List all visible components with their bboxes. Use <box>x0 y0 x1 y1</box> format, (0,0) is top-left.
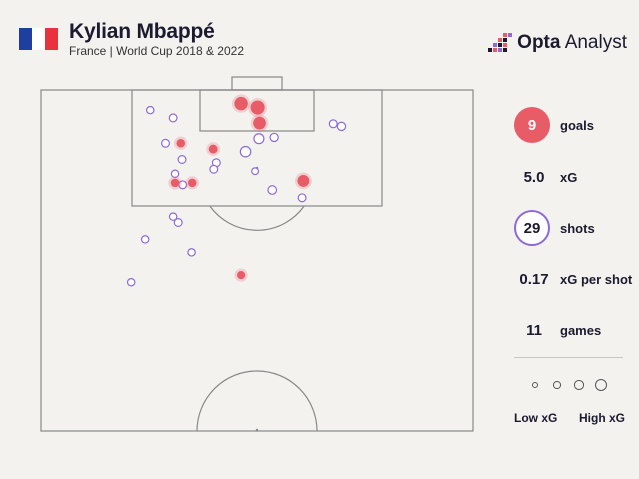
legend-high-xg: High xG <box>579 411 626 425</box>
shot-marker <box>146 105 155 115</box>
goal-marker <box>187 178 197 188</box>
goals-value: 9 <box>527 116 537 134</box>
legend-size-dot <box>574 380 584 390</box>
goal-marker <box>234 96 248 111</box>
goal-marker <box>253 116 266 130</box>
xg-per-shot-value: 0.17 <box>519 270 549 288</box>
legend-size-dot <box>553 381 561 389</box>
shot-marker <box>140 235 150 244</box>
legend-low-xg: Low xG <box>514 411 558 425</box>
xg-value: 5.0 <box>523 168 545 186</box>
france-flag-icon <box>19 28 58 50</box>
stat-xg: 5.0 xG <box>514 158 578 196</box>
opta-analyst-logo: Opta Analyst <box>486 32 627 54</box>
games-value: 11 <box>526 321 542 339</box>
shot-marker <box>267 185 278 195</box>
page-title: Kylian Mbappé <box>69 20 215 43</box>
goal-marker <box>250 100 265 115</box>
shot-marker <box>251 167 260 176</box>
stat-shots: 29 shots <box>514 209 595 247</box>
stat-goals: 9 goals <box>514 106 594 144</box>
shot-marker <box>269 132 279 143</box>
penalty-arc <box>209 205 305 231</box>
brand-bold: Opta <box>517 32 561 53</box>
goal-marker <box>208 144 218 154</box>
xg-label: xG <box>560 169 578 185</box>
shot-marker <box>253 133 265 145</box>
brand-light: Analyst <box>564 32 627 53</box>
goal-marker <box>176 138 186 148</box>
centre-circle <box>196 370 318 432</box>
shot-marker <box>239 145 252 158</box>
stat-xg-per-shot: 0.17 xG per shot <box>514 260 632 298</box>
shot-marker <box>126 277 136 287</box>
legend-size-dot <box>595 379 607 391</box>
legend-size-dot <box>531 381 539 389</box>
shots-badge: 29 <box>514 210 550 246</box>
goal-marker <box>297 174 310 187</box>
legend-divider <box>514 357 623 358</box>
shots-value: 29 <box>523 219 541 237</box>
shot-marker <box>336 121 347 132</box>
goal <box>231 76 283 91</box>
shots-label: shots <box>560 220 595 236</box>
shot-marker <box>161 138 171 148</box>
centre-spot <box>255 428 259 432</box>
shot-marker <box>168 212 178 221</box>
goal-marker <box>170 178 180 188</box>
shot-marker <box>328 119 338 129</box>
xg-per-shot-label: xG per shot <box>560 271 633 287</box>
shot-marker <box>170 169 180 179</box>
shot-marker <box>168 113 178 123</box>
flag-blue-stripe <box>19 28 32 50</box>
shot-marker <box>187 248 196 257</box>
shot-marker <box>173 218 183 228</box>
games-label: games <box>560 322 602 338</box>
page-subtitle: France | World Cup 2018 & 2022 <box>69 44 244 58</box>
shot-marker <box>177 155 187 164</box>
opta-pixel-logo-icon <box>488 33 513 52</box>
shot-marker <box>297 193 307 203</box>
shots-layer <box>126 94 347 287</box>
brand-name: Opta Analyst <box>517 32 627 54</box>
flag-red-stripe <box>45 28 58 50</box>
goals-badge: 9 <box>514 107 550 143</box>
flag-white-stripe <box>32 28 45 50</box>
goals-label: goals <box>560 117 594 133</box>
stat-games: 11 games <box>514 311 601 349</box>
goal-marker <box>237 271 246 280</box>
shot-marker <box>209 164 219 174</box>
